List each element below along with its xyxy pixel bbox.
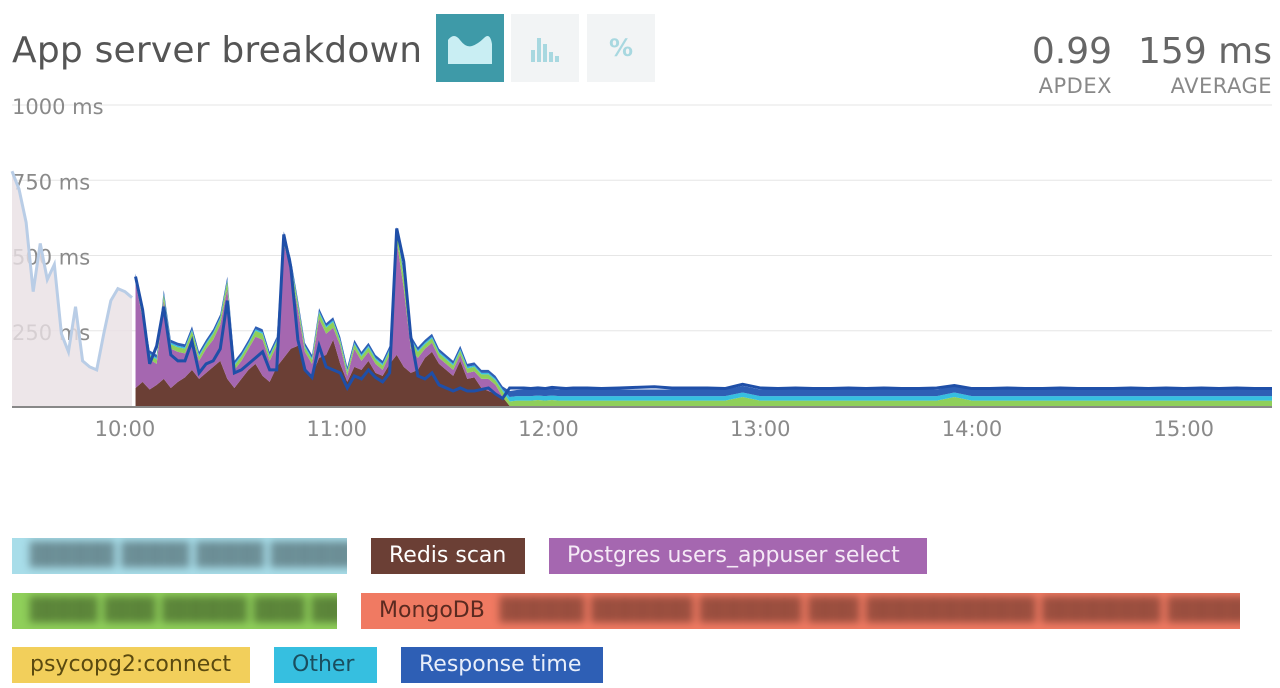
x-tick-label: 14:00 (942, 417, 1003, 441)
legend-label-redacted: █████ ████ ████ ████████ (30, 543, 347, 568)
faded-line (10, 170, 133, 372)
legend-label: Other (292, 652, 355, 677)
apdex-label: APDEX (1038, 74, 1112, 98)
average-value: 159 ms (1138, 31, 1272, 72)
legend-label: Response time (419, 652, 582, 677)
percent-icon: % (608, 34, 634, 62)
x-tick-label: 11:00 (306, 417, 367, 441)
legend-item-response-time[interactable]: Response time (401, 647, 603, 683)
histogram-icon (531, 38, 559, 62)
legend-label: Postgres users_appuser select (567, 543, 900, 568)
legend-item-redacted-1[interactable]: █████ ████ ████ ████████ (12, 538, 347, 574)
page-title: App server breakdown (12, 30, 423, 71)
y-tick-label: 1000 ms (12, 95, 104, 119)
average-label: AVERAGE (1170, 74, 1272, 98)
apdex-value: 0.99 (1031, 31, 1112, 72)
x-tick-label: 10:00 (95, 417, 156, 441)
histogram-toggle-button[interactable] (511, 14, 579, 82)
x-tick-label: 15:00 (1153, 417, 1214, 441)
area-chart-toggle-button[interactable] (436, 14, 504, 82)
average-stat: 159 ms AVERAGE (1138, 32, 1272, 100)
area-chart-icon (448, 36, 492, 64)
apdex-stat: 0.99 APDEX (1032, 32, 1112, 100)
series-area (135, 339, 1272, 406)
legend-item-redacted-2[interactable]: ████ ███ █████ ███ ████████ (12, 593, 337, 629)
legend-label: MongoDB (379, 598, 485, 623)
percent-toggle-button[interactable]: % (587, 14, 655, 82)
x-tick-label: 13:00 (730, 417, 791, 441)
y-tick-label: 750 ms (12, 170, 90, 194)
legend-item-psycopg2-connect[interactable]: psycopg2:connect (12, 647, 250, 683)
legend-item-mongodb[interactable]: MongoDB █████ ██████ ██████ ███ ████████… (361, 593, 1240, 629)
legend-label-redacted-suffix: █████ ██████ ██████ ███ ██████████ █████… (499, 598, 1240, 623)
x-tick-label: 12:00 (518, 417, 579, 441)
response-time-line (134, 228, 1272, 401)
legend-item-other[interactable]: Other (274, 647, 377, 683)
legend-label-redacted: ████ ███ █████ ███ ████████ (30, 598, 337, 623)
legend-label: Redis scan (389, 543, 507, 568)
series-area (135, 240, 1272, 406)
legend-label: psycopg2:connect (30, 652, 232, 677)
legend-item-postgres-select[interactable]: Postgres users_appuser select (549, 538, 927, 574)
legend-item-redis-scan[interactable]: Redis scan (371, 538, 525, 574)
